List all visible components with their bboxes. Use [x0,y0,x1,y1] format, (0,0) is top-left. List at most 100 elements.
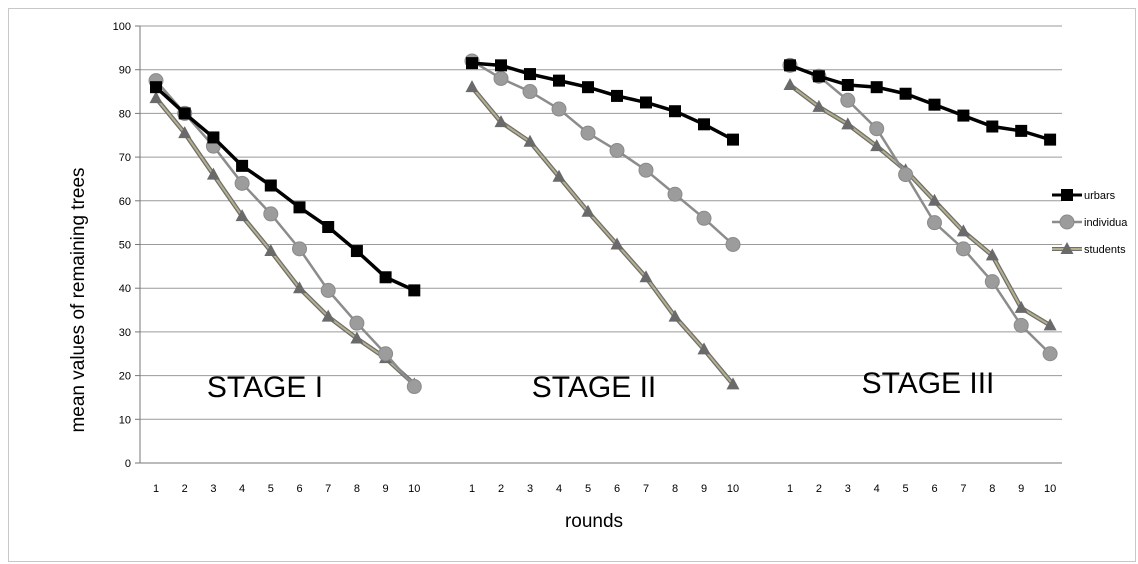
circle-marker [1059,214,1075,230]
square-marker [1061,189,1073,201]
circle-marker [696,210,712,226]
x-tick-label: 1 [153,483,159,495]
series-line [155,79,416,388]
y-tick-label: 90 [119,65,131,77]
triangle-marker [956,224,970,237]
square-marker [466,57,478,70]
stage-label: STAGE III [862,367,995,400]
square-marker [524,68,536,81]
x-tick-label: 3 [845,483,851,495]
legend-item-individua: individua [1052,214,1128,230]
x-tick-label: 8 [672,483,678,495]
square-marker [379,271,392,284]
series-lines [148,53,1058,395]
x-tick-label: 3 [210,483,216,495]
x-tick-label: 9 [1018,483,1024,495]
circle-marker [292,241,307,257]
series-students [783,77,1057,331]
series-individua [148,73,422,395]
triangle-marker [149,91,163,104]
y-tick-label: 40 [119,283,131,295]
x-tick-label: 8 [989,483,995,495]
triangle-marker [465,80,479,93]
y-tick-label: 60 [119,196,131,208]
legend-label: students [1084,244,1126,256]
square-marker [207,131,220,144]
series-line-outline [470,85,735,386]
circle-marker [263,206,279,222]
square-marker [812,70,825,83]
triangle-marker [870,139,884,152]
x-tick-label: 4 [556,483,562,495]
series-urbars [466,57,739,146]
circle-marker [725,237,741,252]
y-tick-label: 20 [119,371,131,383]
x-tick-label: 3 [527,483,533,495]
legend: urbars individua students [1052,189,1128,256]
x-tick-label: 7 [325,483,331,495]
square-marker [582,81,594,94]
series-individua [782,57,1058,362]
x-tick-label: 1 [787,483,793,495]
x-tick-label: 6 [614,483,620,495]
x-tick-label: 2 [498,483,504,495]
square-marker [236,159,249,172]
triangle-marker [293,281,306,294]
triangle-marker [581,204,595,217]
x-tick-label: 5 [903,483,909,495]
circle-marker [955,241,971,257]
triangle-marker [783,77,797,90]
triangle-marker [350,331,364,344]
square-marker [640,96,652,109]
x-tick-label: 6 [931,483,937,495]
circle-marker [840,92,856,108]
circle-marker [869,121,885,137]
circle-marker [609,143,625,159]
square-marker [408,284,421,297]
triangle-marker [610,237,624,250]
x-tick-label: 9 [383,483,389,495]
x-tick-label: 5 [268,483,274,495]
square-marker [264,179,277,192]
x-tick-label: 10 [727,483,739,495]
y-tick-labels: 0 10 20 30 40 50 60 70 80 90 100 [113,21,131,470]
circle-marker [927,215,942,231]
square-marker [293,201,306,214]
x-axis-title: rounds [565,511,623,532]
x-tick-label: 9 [701,483,707,495]
triangle-marker [494,115,508,128]
triangle-marker [235,209,249,222]
triangle-marker [1060,242,1074,254]
series-line [471,59,734,246]
circle-marker [234,175,250,191]
series-students [149,91,421,390]
square-marker [784,59,796,72]
triangle-marker [523,134,537,147]
series-line [789,64,1051,355]
square-marker [727,133,739,146]
x-tick-label: 4 [239,483,245,495]
series-urbars [150,81,421,297]
circle-marker [638,162,654,178]
x-tick-label: 2 [182,483,188,495]
y-tick-label: 100 [113,21,131,33]
series-line [471,86,734,385]
square-marker [899,87,912,100]
x-tick-label: 10 [408,483,420,495]
square-marker [322,221,335,234]
square-marker [1044,133,1057,146]
legend-item-urbars: urbars [1052,189,1116,202]
legend-item-students: students [1052,242,1126,256]
series-line [789,63,1051,142]
circle-marker [551,101,567,117]
triangle-marker [178,126,192,139]
triangle-marker [264,244,278,257]
y-axis-title: mean values of remaining trees [68,167,89,432]
x-tick-labels: 1 2 3 4 5 6 7 8 9 10 1 2 3 4 5 6 7 8 9 10 1 2 3 4 5 6 7 8 9 10 [153,483,1056,495]
triangle-marker [321,309,335,322]
series-line [155,97,415,386]
x-tick-label: 2 [816,483,822,495]
triangle-marker [552,169,566,182]
circle-marker [667,186,683,202]
y-tick-label: 0 [125,458,131,470]
